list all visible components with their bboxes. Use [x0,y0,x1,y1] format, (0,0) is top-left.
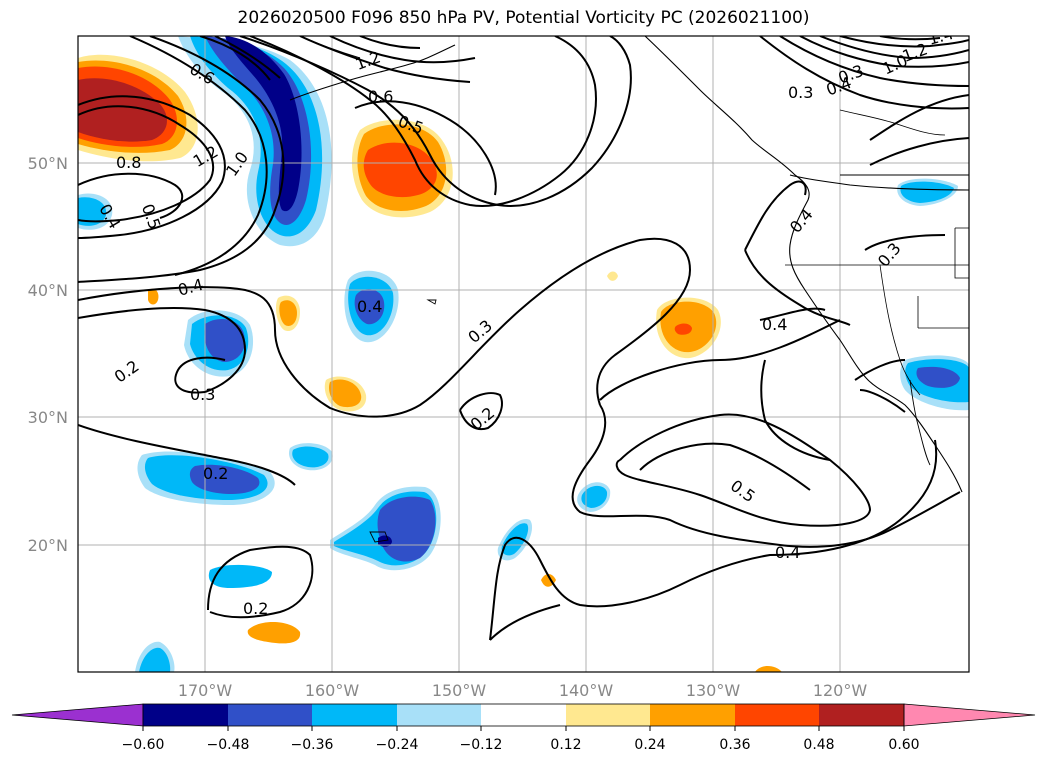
colorbar-tick: 0.12 [550,737,581,753]
contour-label: 0.8 [116,153,141,172]
colorbar-tick: 0.24 [634,737,665,753]
lon-label: 130°W [686,681,741,700]
colorbar-bin [397,704,481,726]
map-frame [77,35,970,673]
lat-label: 50°N [28,154,68,173]
lat-label: 40°N [28,281,68,300]
contour-label: 0.2 [203,464,228,483]
colorbar-bin [143,704,228,726]
colorbar-extend-low [11,703,144,727]
contour-label: 0.4 [357,297,382,316]
contour-label: 0.4 [762,315,787,334]
colorbar-extend-high [903,703,1036,727]
colorbar-bin [481,704,566,726]
lon-label: 170°W [178,681,233,700]
colorbar-tick: −0.24 [376,737,419,753]
colorbar-bin [566,704,650,726]
colorbar-tick: −0.12 [460,737,503,753]
contour-label: 0.6 [368,87,393,106]
colorbar-tick: 0.36 [719,737,750,753]
contour-label: 0.4 [775,543,800,562]
colorbar-tick: −0.60 [122,737,165,753]
lat-label: 30°N [28,408,68,427]
contour-label: 0.3 [190,385,215,404]
colorbar-bin [312,704,397,726]
colorbar-bin [228,704,312,726]
latitude-axis: 50°N 40°N 30°N 20°N [28,154,68,555]
pv-shading [78,36,969,672]
colorbar-tick: −0.36 [291,737,334,753]
pv-contours [78,36,969,641]
graticule [78,36,969,672]
contour-label: 0.2 [243,599,268,618]
lon-label: 160°W [305,681,360,700]
colorbar-tick: 0.48 [803,737,834,753]
lon-label: 150°W [432,681,487,700]
longitude-axis: 170°W 160°W 150°W 140°W 130°W 120°W [178,681,868,700]
lon-label: 140°W [559,681,614,700]
colorbar-bin [819,704,904,726]
colorbar-bin [735,704,819,726]
colorbar-tick: −0.48 [207,737,250,753]
colorbar-tick: 0.60 [888,737,919,753]
map-title: 2026020500 F096 850 hPa PV, Potential Vo… [237,8,810,28]
colorbar-bin [650,704,735,726]
coastlines [289,36,969,543]
contour-label: 0.3 [788,83,813,102]
colorbar: −0.60 −0.48 −0.36 −0.24 −0.12 0.12 0.24 … [11,703,1036,753]
lat-label: 20°N [28,536,68,555]
lon-label: 120°W [813,681,868,700]
